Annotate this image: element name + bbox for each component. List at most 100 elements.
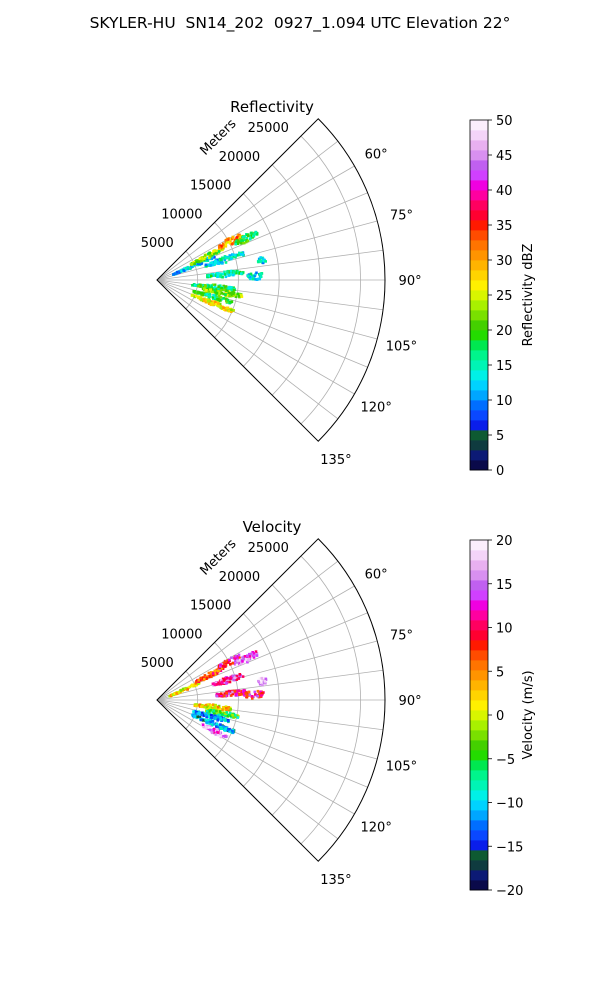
echo-gate	[198, 711, 202, 714]
colorbar-tick-label: 15	[496, 359, 513, 374]
echo-gate	[219, 665, 222, 668]
echo-gate	[224, 729, 227, 732]
echo-gate	[196, 715, 199, 719]
echo-gate	[254, 650, 258, 653]
echo-gate	[226, 270, 229, 273]
echo-gate	[210, 274, 213, 278]
echo-gate	[219, 299, 222, 302]
azimuth-tick-label: 60°	[365, 567, 388, 582]
echo-gate	[236, 292, 239, 296]
colorbar-segment	[470, 130, 488, 141]
echo-gate	[209, 264, 212, 267]
echo-gate	[227, 689, 231, 693]
echo-gate	[255, 271, 258, 275]
echo-gate	[242, 241, 246, 245]
echo-gate	[241, 660, 244, 663]
azimuth-gridline	[156, 140, 339, 281]
echo-gate	[223, 285, 227, 289]
echo-gate	[214, 252, 218, 255]
echo-gate	[219, 711, 222, 715]
echo-gate	[222, 679, 226, 682]
echo-gate	[245, 694, 249, 698]
echo-gate	[207, 290, 211, 293]
colorbar-segment	[470, 200, 488, 211]
echo-gate	[185, 686, 188, 690]
echo-gate	[222, 256, 225, 260]
echo-gate	[207, 284, 210, 287]
colorbar-segment	[470, 740, 488, 751]
echo-gate	[258, 682, 262, 686]
echo-gate	[199, 718, 203, 722]
echo-gate	[224, 665, 227, 668]
echo-gate	[202, 257, 206, 261]
echo-gate	[228, 254, 232, 257]
echo-gate	[264, 678, 268, 682]
colorbar-tick-label: −20	[496, 884, 523, 899]
echo-gate	[222, 292, 225, 296]
echo-gate	[259, 690, 263, 694]
colorbar-segment	[470, 870, 488, 881]
echo-gate	[208, 712, 211, 716]
echo-gate	[222, 288, 226, 292]
echo-gate	[213, 302, 216, 306]
echo-gate	[216, 275, 219, 279]
echo-gate	[260, 692, 264, 695]
azimuth-gridline	[156, 279, 368, 368]
colorbar-segment	[470, 170, 488, 181]
echo-gate	[232, 241, 236, 244]
echo-gate	[227, 706, 231, 709]
echo-gate	[240, 689, 243, 693]
echo-gate	[208, 706, 211, 710]
echo-gate	[200, 259, 203, 263]
echo-gate	[217, 682, 220, 686]
echo-gate	[200, 711, 204, 715]
colorbar-segment	[470, 770, 488, 781]
echo-gate	[233, 676, 237, 680]
azimuth-tick-label: 75°	[390, 628, 413, 643]
echo-gate	[223, 256, 227, 259]
echo-gate	[225, 711, 229, 714]
echo-gate	[213, 727, 216, 731]
echo-gate	[217, 302, 220, 305]
echo-gate	[256, 694, 259, 698]
echo-gate	[226, 661, 230, 664]
echo-gate	[233, 254, 237, 257]
echo-gate	[187, 686, 191, 690]
colorbar-segment	[470, 610, 488, 621]
echo-gate	[193, 283, 196, 287]
echo-gate	[191, 294, 194, 297]
echo-gate	[220, 692, 223, 695]
colorbar-tick-label: 5	[496, 429, 504, 444]
echo-gate	[216, 728, 219, 731]
echo-gate	[235, 678, 239, 681]
echo-gate	[222, 245, 225, 249]
echo-gate	[240, 272, 243, 275]
echo-gate	[210, 252, 214, 255]
echo-gate	[241, 656, 244, 659]
colorbar-segment	[470, 430, 488, 441]
echo-gate	[212, 272, 215, 276]
echo-gate	[192, 713, 195, 717]
echo-gate	[208, 274, 212, 278]
echo-gate	[221, 708, 224, 712]
echo-gate	[205, 721, 208, 724]
colorbar-segment	[470, 790, 488, 801]
echo-gate	[226, 728, 229, 732]
echo-gate	[216, 715, 219, 718]
echo-gate	[211, 703, 215, 706]
echo-gate	[248, 693, 252, 697]
echo-gate	[216, 290, 220, 293]
echo-gate	[218, 246, 221, 249]
echo-gate	[228, 658, 231, 662]
echo-gate	[205, 299, 208, 302]
echo-gate	[250, 233, 254, 237]
echo-gate	[193, 290, 196, 293]
echo-gate	[214, 707, 218, 710]
echo-gate	[262, 676, 265, 680]
echo-gate	[237, 240, 240, 243]
azimuth-gridline	[156, 699, 384, 731]
echo-gate	[241, 271, 245, 274]
echo-gate	[231, 690, 234, 694]
echo-gate	[236, 655, 240, 659]
